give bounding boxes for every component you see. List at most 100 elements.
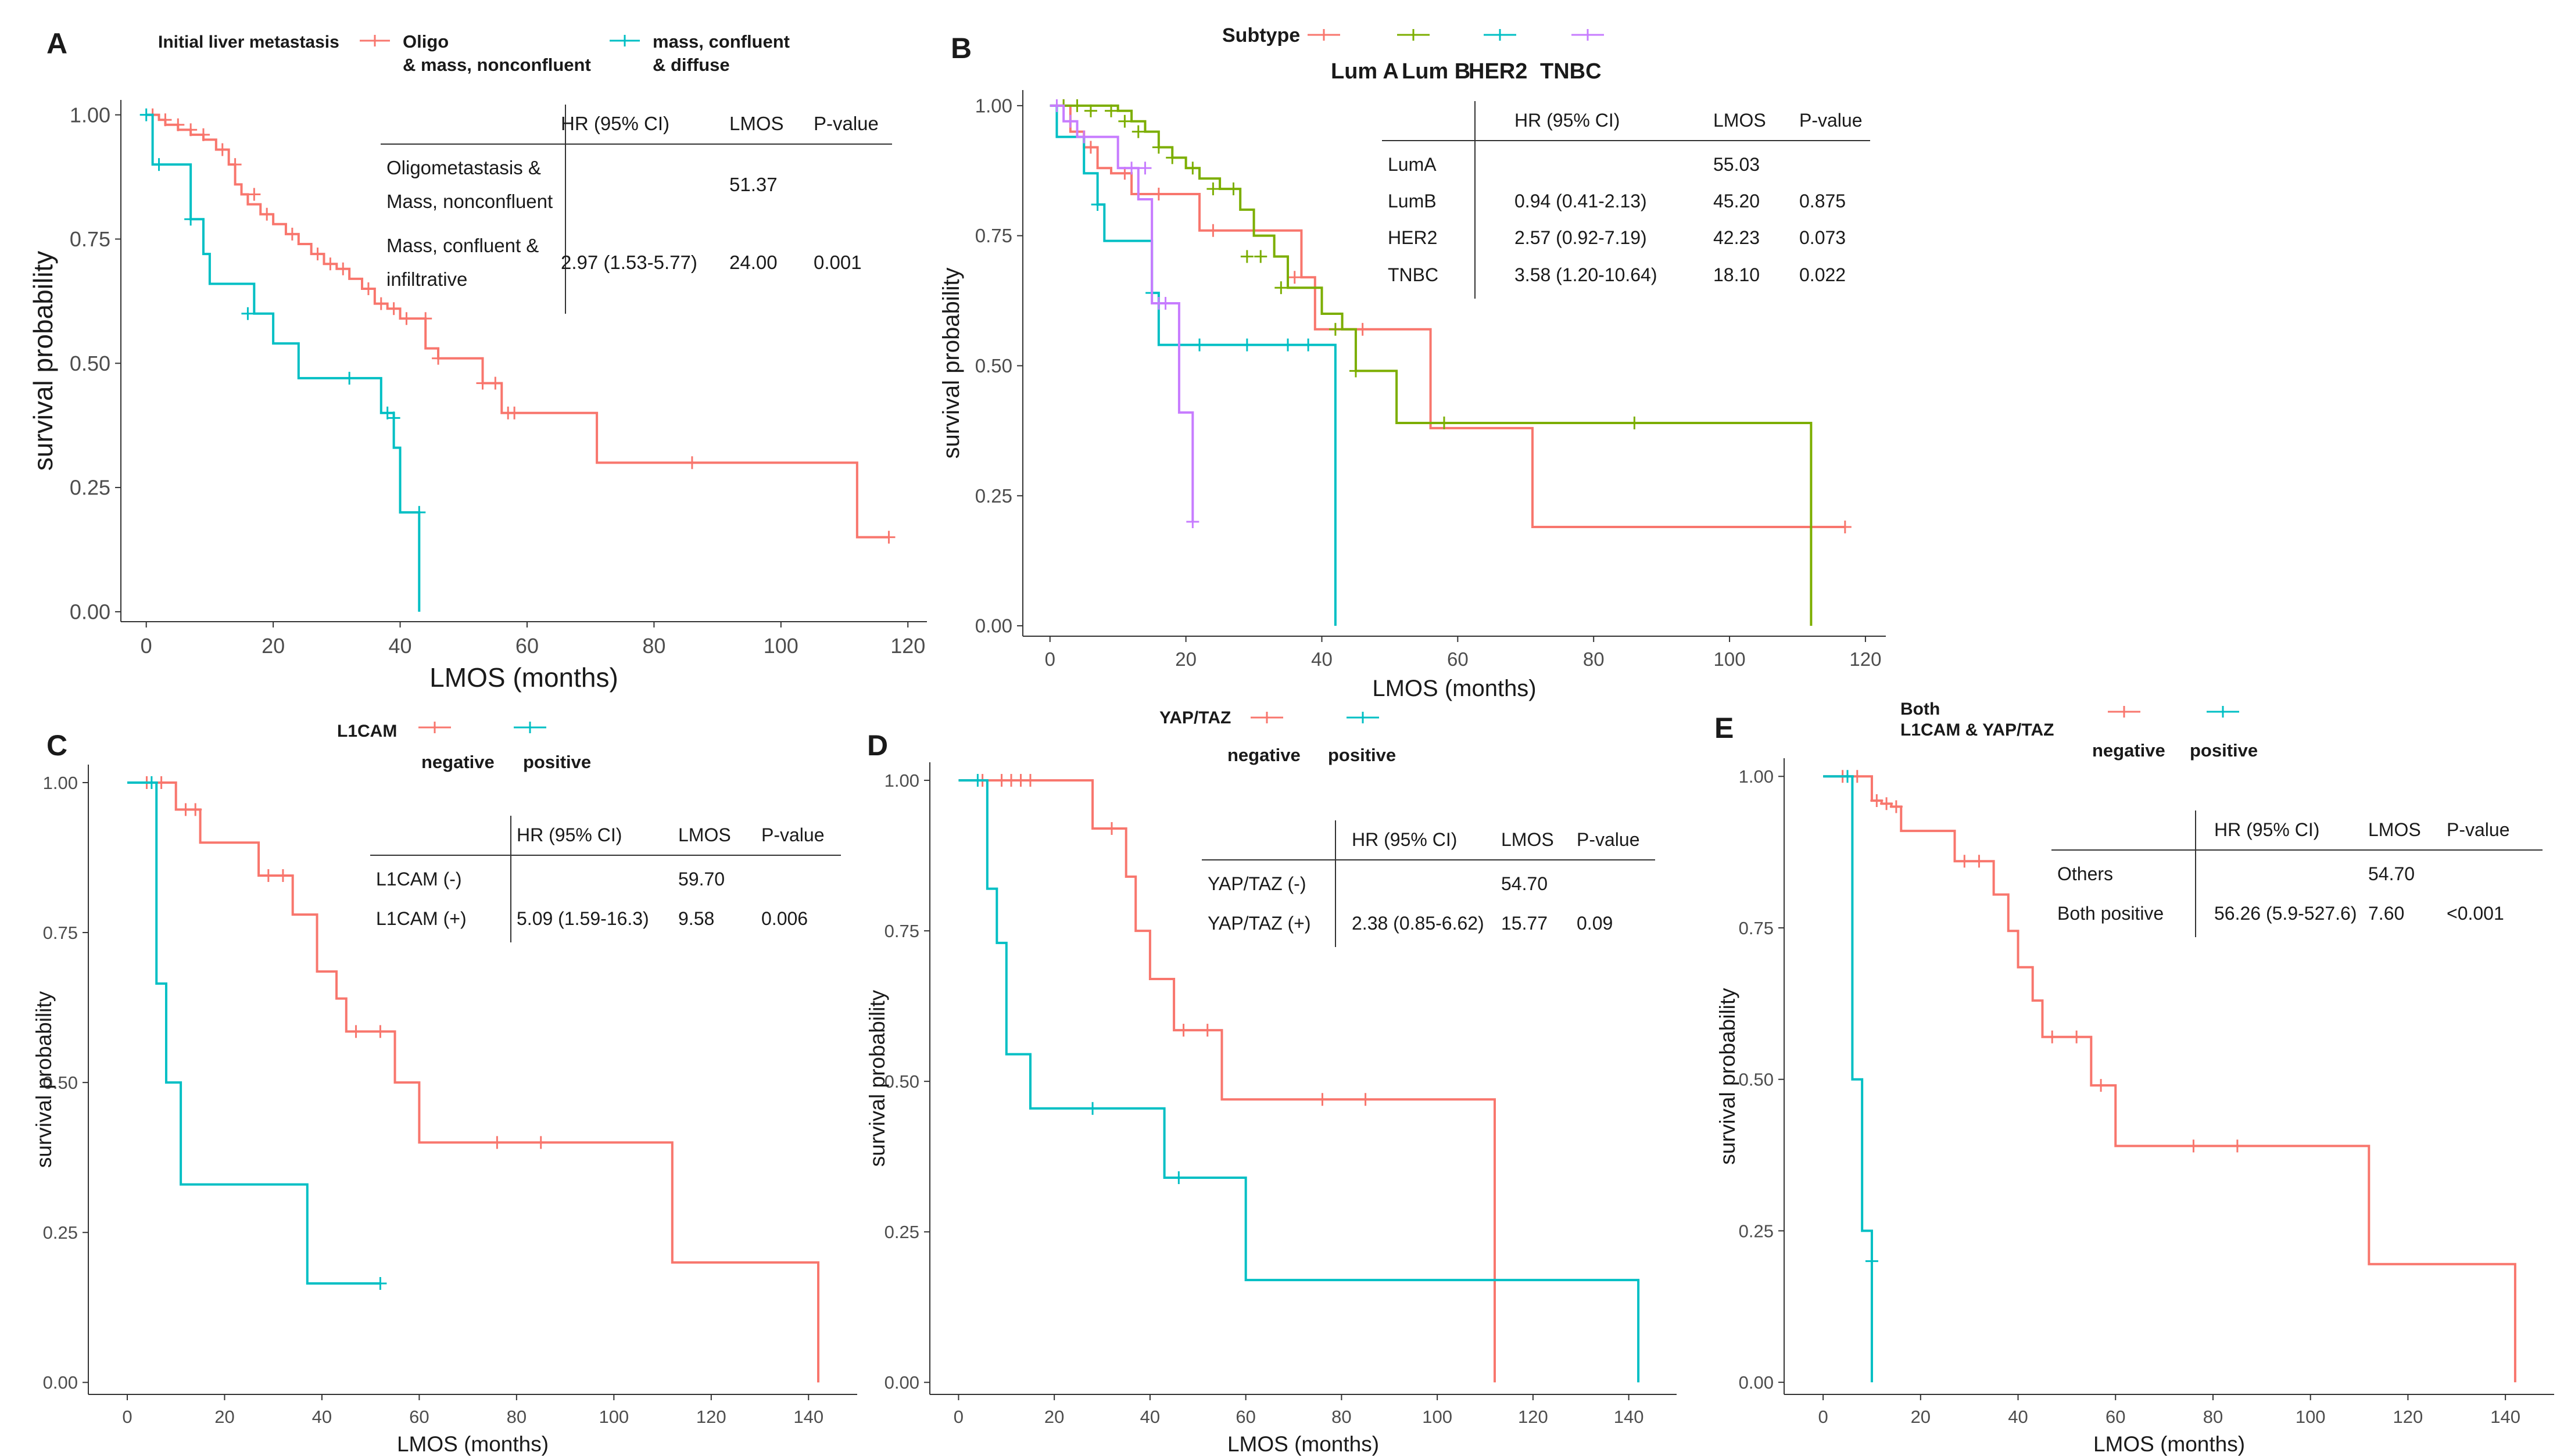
x-tick-label: 140 — [2490, 1407, 2520, 1427]
survival-curve — [958, 779, 1640, 1383]
legend-entry-label: positive — [1328, 745, 1396, 765]
legend-title: L1CAM — [337, 722, 397, 741]
legend-entry-label: Lum B — [1402, 59, 1470, 84]
table-cell: 0.09 — [1577, 913, 1613, 934]
survival-curve — [1823, 775, 1873, 1383]
legend-entry-label: positive — [2190, 740, 2258, 761]
x-tick-label: 120 — [1518, 1407, 1548, 1427]
x-tick-label: 100 — [2296, 1407, 2326, 1427]
table-header: P-value — [814, 113, 879, 134]
panel-letter: C — [46, 729, 67, 762]
table-cell: 0.001 — [814, 252, 862, 273]
table-cell: 5.09 (1.59-16.3) — [517, 908, 649, 929]
survival-curve — [146, 113, 421, 612]
table-cell: 2.57 (0.92-7.19) — [1514, 227, 1647, 248]
y-tick-label: 0.25 — [43, 1222, 78, 1243]
legend-entry-label: negative — [1227, 745, 1301, 765]
table-cell: 56.26 (5.9-527.6) — [2214, 903, 2357, 924]
survival-curve — [1050, 104, 1194, 522]
legend-entry-label: Oligo — [403, 31, 449, 52]
table-cell: YAP/TAZ (+) — [1208, 913, 1311, 934]
y-tick-label: 0.75 — [975, 225, 1012, 246]
survival-curve — [1050, 104, 1337, 626]
y-axis-title: survival probability — [939, 267, 964, 458]
table-header: P-value — [1799, 110, 1863, 131]
x-tick-label: 120 — [890, 634, 925, 658]
table-cell: 51.37 — [729, 174, 778, 195]
legend-title: L1CAM & YAP/TAZ — [1900, 720, 2054, 740]
table-cell: 9.58 — [678, 908, 714, 929]
x-tick-label: 140 — [1614, 1407, 1644, 1427]
table-cell: 0.073 — [1799, 227, 1846, 248]
table-cell: L1CAM (+) — [376, 908, 467, 929]
table-cell: 18.10 — [1713, 264, 1760, 285]
x-tick-label: 40 — [312, 1407, 332, 1427]
x-tick-label: 20 — [1911, 1407, 1931, 1427]
legend-title: Both — [1900, 700, 1940, 719]
survival-curve — [127, 781, 820, 1383]
table-cell: 55.03 — [1713, 154, 1760, 175]
x-axis-title: LMOS (months) — [1227, 1432, 1379, 1456]
x-axis-title: LMOS (months) — [1372, 676, 1536, 701]
panel-letter: B — [951, 32, 972, 64]
x-axis-title: LMOS (months) — [2093, 1432, 2245, 1456]
panel-letter: E — [1714, 712, 1734, 744]
table-header: HR (95% CI) — [1514, 110, 1620, 131]
legend-entry-label: Lum A — [1331, 59, 1399, 84]
panel-letter: A — [46, 27, 67, 60]
y-tick-label: 0.50 — [43, 1073, 78, 1093]
x-tick-label: 60 — [409, 1407, 429, 1427]
table-cell: LumA — [1388, 154, 1437, 175]
table-header: LMOS — [1713, 110, 1766, 131]
y-tick-label: 1.00 — [1739, 766, 1774, 787]
table-header: P-value — [761, 824, 825, 845]
x-tick-label: 140 — [793, 1407, 823, 1427]
x-tick-label: 100 — [599, 1407, 629, 1427]
table-cell: 15.77 — [1501, 913, 1548, 934]
x-tick-label: 120 — [696, 1407, 726, 1427]
y-tick-label: 0.25 — [1739, 1221, 1774, 1241]
panel-a: A Initial liver metastasis Oligo & mass, no… — [28, 27, 927, 693]
x-tick-label: 0 — [141, 634, 152, 658]
table-cell: 3.58 (1.20-10.64) — [1514, 264, 1657, 285]
table-header: HR (95% CI) — [517, 824, 622, 845]
table-cell: 24.00 — [729, 252, 778, 273]
legend-title: Subtype — [1222, 24, 1300, 46]
table-cell: 0.022 — [1799, 264, 1846, 285]
x-tick-label: 60 — [1236, 1407, 1255, 1427]
x-tick-label: 100 — [1714, 648, 1746, 670]
x-tick-label: 80 — [1331, 1407, 1351, 1427]
y-tick-label: 1.00 — [70, 103, 110, 127]
x-tick-label: 100 — [1422, 1407, 1452, 1427]
x-tick-label: 0 — [1818, 1407, 1828, 1427]
x-tick-label: 0 — [1045, 648, 1055, 670]
y-tick-label: 0.00 — [70, 600, 110, 623]
y-axis-title: survival probability — [1716, 988, 1739, 1165]
x-tick-label: 100 — [764, 634, 798, 658]
table-cell: Mass, nonconfluent — [386, 191, 553, 212]
x-tick-label: 20 — [262, 634, 285, 658]
table-cell: Others — [2057, 863, 2113, 884]
table-cell: 0.94 (0.41-2.13) — [1514, 191, 1647, 211]
legend-entry-label: mass, confluent — [653, 31, 790, 52]
table-header: LMOS — [729, 113, 784, 134]
x-tick-label: 80 — [642, 634, 665, 658]
x-axis-title: LMOS (months) — [397, 1432, 549, 1456]
x-tick-label: 40 — [389, 634, 412, 658]
table-header: HR (95% CI) — [561, 113, 669, 134]
table-header: LMOS — [678, 824, 731, 845]
legend-entry-label: positive — [523, 752, 591, 772]
x-tick-label: 40 — [1140, 1407, 1160, 1427]
table-cell: L1CAM (-) — [376, 869, 462, 890]
y-tick-label: 0.00 — [885, 1372, 919, 1393]
table-cell: Oligometastasis & — [386, 157, 541, 178]
table-header: HR (95% CI) — [2214, 819, 2319, 840]
table-header: HR (95% CI) — [1352, 829, 1457, 850]
table-cell: 2.97 (1.53-5.77) — [561, 252, 697, 273]
y-tick-label: 0.00 — [43, 1372, 78, 1393]
table-header: P-value — [2447, 819, 2510, 840]
table-cell: 54.70 — [1501, 873, 1548, 894]
table-cell: 7.60 — [2368, 903, 2404, 924]
y-tick-label: 0.50 — [885, 1071, 919, 1092]
